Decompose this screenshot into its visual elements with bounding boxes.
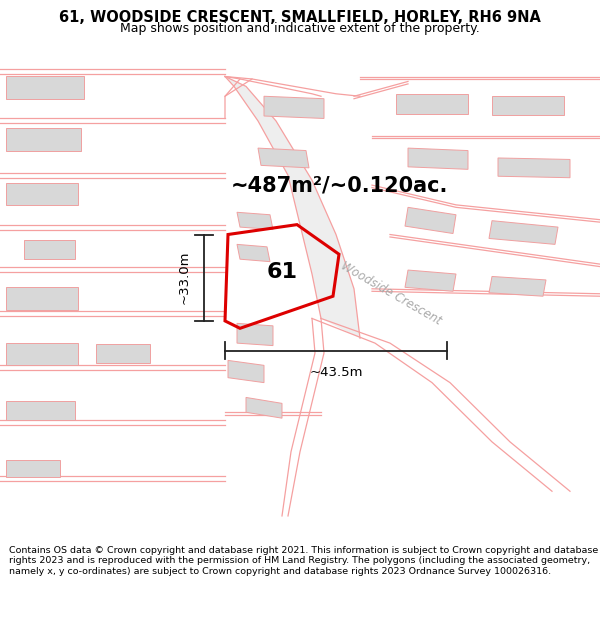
Text: Map shows position and indicative extent of the property.: Map shows position and indicative extent… [120, 22, 480, 35]
Bar [6, 401, 75, 420]
Bar [6, 182, 78, 205]
Bar [96, 344, 150, 363]
Bar [6, 288, 78, 309]
Polygon shape [237, 323, 273, 346]
Polygon shape [498, 158, 570, 177]
Text: ~487m²/~0.120ac.: ~487m²/~0.120ac. [231, 175, 448, 195]
Polygon shape [264, 96, 324, 119]
Text: Contains OS data © Crown copyright and database right 2021. This information is : Contains OS data © Crown copyright and d… [9, 546, 598, 576]
Text: 61: 61 [266, 261, 298, 281]
Text: ~33.0m: ~33.0m [178, 251, 191, 304]
Polygon shape [225, 76, 360, 338]
Polygon shape [246, 398, 282, 418]
Bar [6, 128, 81, 151]
Polygon shape [405, 208, 456, 234]
Polygon shape [237, 213, 273, 229]
Bar [6, 460, 60, 478]
Bar [6, 76, 84, 99]
Bar [6, 342, 78, 365]
Text: Woodside Crescent: Woodside Crescent [339, 259, 444, 328]
Polygon shape [396, 94, 468, 114]
Polygon shape [408, 148, 468, 169]
Polygon shape [237, 244, 270, 262]
Text: 61, WOODSIDE CRESCENT, SMALLFIELD, HORLEY, RH6 9NA: 61, WOODSIDE CRESCENT, SMALLFIELD, HORLE… [59, 10, 541, 25]
Polygon shape [492, 96, 564, 115]
Polygon shape [405, 270, 456, 291]
Bar [24, 241, 75, 259]
Polygon shape [489, 276, 546, 296]
Polygon shape [228, 361, 264, 382]
Polygon shape [489, 221, 558, 244]
Polygon shape [258, 148, 309, 168]
Text: ~43.5m: ~43.5m [309, 366, 363, 379]
